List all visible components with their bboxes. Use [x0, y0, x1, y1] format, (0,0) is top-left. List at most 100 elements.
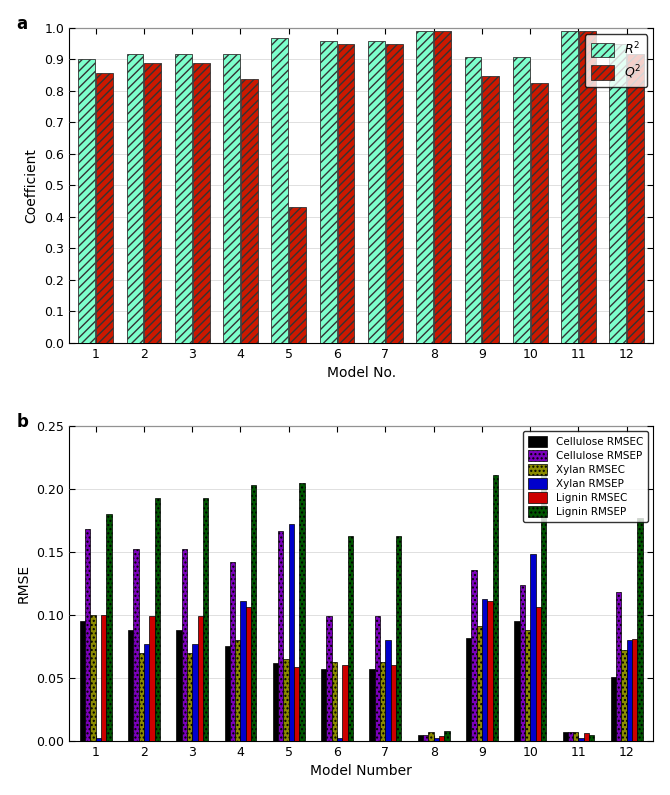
- Bar: [434, 31, 451, 343]
- Bar: [182, 549, 187, 741]
- Bar: [78, 60, 95, 343]
- Bar: [637, 518, 643, 741]
- Bar: [471, 569, 476, 741]
- Bar: [80, 621, 85, 741]
- Bar: [273, 663, 278, 741]
- Bar: [127, 53, 143, 343]
- Bar: [417, 735, 423, 741]
- Bar: [241, 80, 258, 343]
- Bar: [96, 739, 101, 741]
- Bar: [320, 41, 336, 343]
- Bar: [96, 73, 113, 343]
- Bar: [385, 640, 391, 741]
- Bar: [241, 601, 246, 741]
- Bar: [203, 498, 208, 741]
- Bar: [541, 467, 546, 741]
- Bar: [482, 599, 487, 741]
- Bar: [439, 736, 444, 741]
- Bar: [175, 53, 192, 343]
- Bar: [433, 739, 439, 741]
- Bar: [338, 45, 354, 343]
- Bar: [561, 31, 578, 343]
- Bar: [192, 644, 198, 741]
- Bar: [246, 607, 251, 741]
- Bar: [416, 31, 433, 343]
- Bar: [278, 530, 283, 741]
- Bar: [289, 524, 294, 741]
- Bar: [90, 615, 96, 741]
- Bar: [391, 665, 396, 741]
- Bar: [155, 498, 160, 741]
- Y-axis label: Coefficient: Coefficient: [25, 148, 39, 223]
- Bar: [271, 38, 288, 343]
- Bar: [622, 650, 626, 741]
- Bar: [578, 739, 584, 741]
- Bar: [337, 739, 342, 741]
- Bar: [632, 639, 637, 741]
- Bar: [145, 63, 161, 343]
- Bar: [396, 536, 401, 741]
- Bar: [348, 536, 353, 741]
- Bar: [579, 31, 596, 343]
- Bar: [128, 630, 133, 741]
- Bar: [531, 83, 547, 343]
- Bar: [85, 529, 90, 741]
- Bar: [149, 616, 155, 741]
- Legend: $R^2$, $Q^2$: $R^2$, $Q^2$: [585, 34, 647, 87]
- Bar: [444, 731, 450, 741]
- Bar: [224, 646, 230, 741]
- Bar: [176, 630, 182, 741]
- Bar: [332, 661, 337, 741]
- Bar: [611, 677, 616, 741]
- Bar: [342, 665, 348, 741]
- Bar: [386, 45, 403, 343]
- Bar: [223, 53, 240, 343]
- Bar: [476, 626, 482, 741]
- Bar: [584, 733, 589, 741]
- Bar: [563, 732, 568, 741]
- Bar: [283, 659, 289, 741]
- Bar: [375, 616, 380, 741]
- Bar: [464, 57, 482, 343]
- Y-axis label: RMSE: RMSE: [17, 564, 31, 603]
- Bar: [573, 732, 578, 741]
- Bar: [251, 485, 257, 741]
- Bar: [428, 732, 433, 741]
- Text: a: a: [17, 15, 27, 33]
- Bar: [626, 640, 632, 741]
- Bar: [610, 45, 626, 343]
- Bar: [133, 549, 139, 741]
- Bar: [187, 653, 192, 741]
- Bar: [568, 732, 573, 741]
- Bar: [380, 661, 385, 741]
- X-axis label: Model Number: Model Number: [310, 764, 412, 778]
- Bar: [535, 607, 541, 741]
- Bar: [235, 640, 241, 741]
- Bar: [369, 669, 375, 741]
- X-axis label: Model No.: Model No.: [327, 366, 396, 380]
- Bar: [321, 669, 326, 741]
- Bar: [482, 76, 499, 343]
- Bar: [299, 483, 305, 741]
- Bar: [525, 630, 530, 741]
- Bar: [198, 616, 203, 741]
- Bar: [101, 615, 107, 741]
- Bar: [627, 54, 644, 343]
- Bar: [519, 584, 525, 741]
- Bar: [326, 616, 332, 741]
- Bar: [139, 653, 144, 741]
- Bar: [616, 592, 622, 741]
- Bar: [515, 621, 519, 741]
- Bar: [144, 644, 149, 741]
- Bar: [193, 63, 210, 343]
- Bar: [530, 554, 535, 741]
- Bar: [423, 735, 428, 741]
- Bar: [487, 601, 492, 741]
- Text: b: b: [17, 413, 28, 432]
- Legend: Cellulose RMSEC, Cellulose RMSEP, Xylan RMSEC, Xylan RMSEP, Lignin RMSEC, Lignin: Cellulose RMSEC, Cellulose RMSEP, Xylan …: [523, 431, 648, 522]
- Bar: [294, 666, 299, 741]
- Bar: [289, 207, 306, 343]
- Bar: [492, 475, 498, 741]
- Bar: [466, 638, 471, 741]
- Bar: [589, 735, 594, 741]
